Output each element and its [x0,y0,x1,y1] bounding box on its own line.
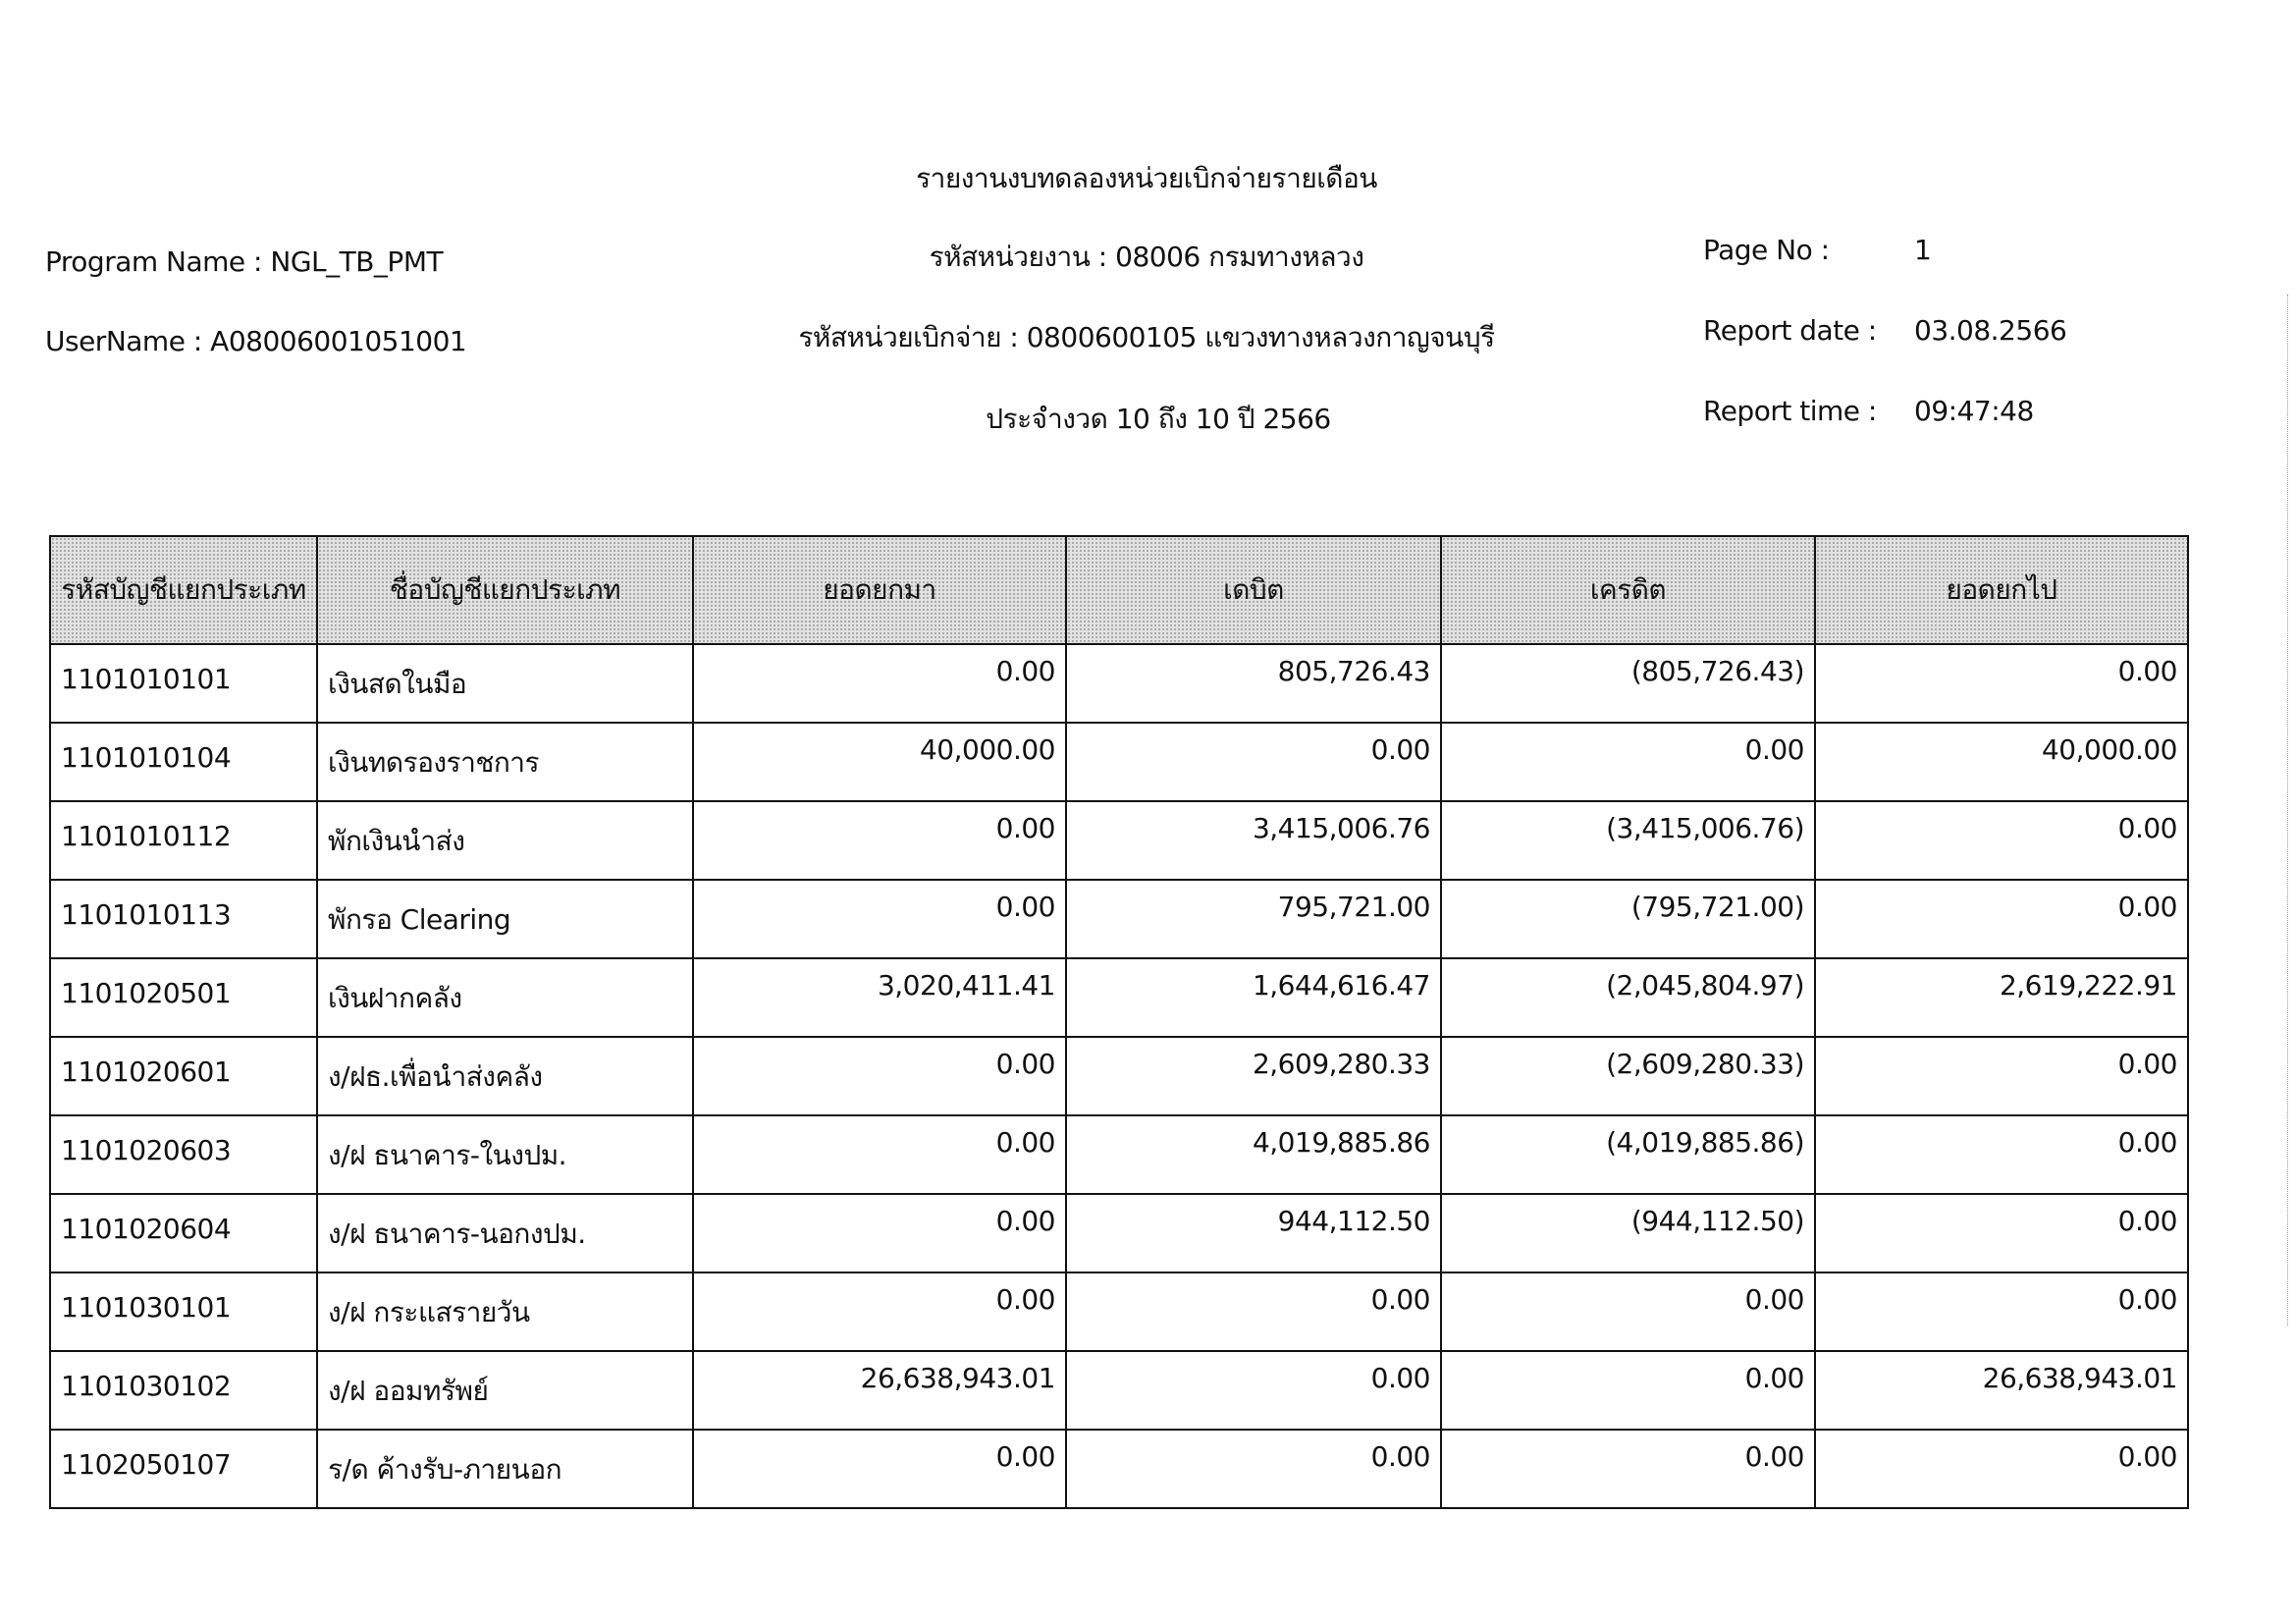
cell-closing-balance: 0.00 [1814,879,2189,959]
cell-closing-balance: 0.00 [1814,1036,2189,1116]
user-name: UserName : A08006001051001 [45,325,467,357]
cell-opening-balance: 3,020,411.41 [692,957,1067,1038]
column-header-debit: เดบิต [1065,535,1442,645]
cell-account-code: 1101010113 [49,879,318,959]
table-row: 1101020604 ง/ฝ ธนาคาร-นอกงปม. 0.00 944,112.… [49,1193,2189,1273]
table-row: 1101010101 เงินสดในมือ 0.00 805,726.43 (805,… [49,643,2189,724]
cell-account-name: เงินสดในมือ [316,643,694,724]
cell-debit: 0.00 [1065,1350,1442,1431]
trial-balance-table: รหัสบัญชีแยกประเภท ชื่อบัญชีแยกประเภท ยอดย… [49,535,2189,1509]
page-no: 1 [1914,234,1932,266]
cell-account-code: 1101020501 [49,957,318,1038]
cell-closing-balance: 0.00 [1814,643,2189,724]
table-row: 1101010112 พักเงินนำส่ง 0.00 3,415,006.76 (3… [49,800,2189,881]
cell-credit: 0.00 [1440,1429,1816,1509]
cell-opening-balance: 0.00 [692,1193,1067,1273]
cell-account-name: ง/ฝ ธนาคาร-นอกงปม. [316,1193,694,1273]
report-date-label: Report date : [1703,314,1877,347]
cell-debit: 4,019,885.86 [1065,1114,1442,1195]
disbursing-unit-code: รหัสหน่วยเบิกจ่าย : 0800600105 แขวงทางหล… [798,321,1495,353]
cell-account-name: ร/ด ค้างรับ-ภายนอก [316,1429,694,1509]
cell-credit: (2,045,804.97) [1440,957,1816,1038]
column-header-opening-balance: ยอดยกมา [692,535,1067,645]
cell-credit: (805,726.43) [1440,643,1816,724]
cell-credit: (4,019,885.86) [1440,1114,1816,1195]
cell-opening-balance: 0.00 [692,879,1067,959]
cell-opening-balance: 0.00 [692,643,1067,724]
cell-debit: 1,644,616.47 [1065,957,1442,1038]
program-name: Program Name : NGL_TB_PMT [45,245,444,278]
table-row: 1101020501 เงินฝากคลัง 3,020,411.41 1,644,6… [49,957,2189,1038]
table-row: 1101030102 ง/ฝ ออมทรัพย์ 26,638,943.01 0.00… [49,1350,2189,1431]
cell-closing-balance: 0.00 [1814,1429,2189,1509]
cell-account-code: 1101010101 [49,643,318,724]
report-time-label: Report time : [1703,395,1877,427]
report-period: ประจำงวด 10 ถึง 10 ปี 2566 [986,403,1331,435]
cell-account-name: เงินทดรองราชการ [316,722,694,802]
cell-credit: 0.00 [1440,1272,1816,1352]
cell-account-code: 1101010112 [49,800,318,881]
table-header-row: รหัสบัญชีแยกประเภท ชื่อบัญชีแยกประเภท ยอดย… [49,535,2189,645]
cell-account-name: ง/ฝ กระแสรายวัน [316,1272,694,1352]
table-row: 1101020601 ง/ฝธ.เพื่อนำส่งคลัง 0.00 2,609,2… [49,1036,2189,1116]
cell-opening-balance: 0.00 [692,1272,1067,1352]
report-time: 09:47:48 [1914,395,2034,427]
cell-account-code: 1101030102 [49,1350,318,1431]
cell-opening-balance: 40,000.00 [692,722,1067,802]
page-no-label: Page No : [1703,234,1830,266]
cell-debit: 2,609,280.33 [1065,1036,1442,1116]
cell-credit: (2,609,280.33) [1440,1036,1816,1116]
table-row: 1102050107 ร/ด ค้างรับ-ภายนอก 0.00 0.00 0.00… [49,1429,2189,1509]
cell-account-code: 1102050107 [49,1429,318,1509]
cell-opening-balance: 0.00 [692,800,1067,881]
cell-debit: 944,112.50 [1065,1193,1442,1273]
cell-credit: (3,415,006.76) [1440,800,1816,881]
cell-debit: 3,415,006.76 [1065,800,1442,881]
column-header-closing-balance: ยอดยกไป [1814,535,2189,645]
cell-account-code: 1101020603 [49,1114,318,1195]
column-header-account-name: ชื่อบัญชีแยกประเภท [316,535,694,645]
cell-account-code: 1101030101 [49,1272,318,1352]
cell-closing-balance: 40,000.00 [1814,722,2189,802]
cell-account-code: 1101020604 [49,1193,318,1273]
cell-account-name: เงินฝากคลัง [316,957,694,1038]
cell-closing-balance: 2,619,222.91 [1814,957,2189,1038]
cell-closing-balance: 0.00 [1814,1114,2189,1195]
cell-debit: 0.00 [1065,1429,1442,1509]
cell-account-name: ง/ฝ ออมทรัพย์ [316,1350,694,1431]
agency-code: รหัสหน่วยงาน : 08006 กรมทางหลวง [929,241,1364,273]
cell-account-code: 1101010104 [49,722,318,802]
table-row: 1101010113 พักรอ Clearing 0.00 795,721.00 (7… [49,879,2189,959]
cell-opening-balance: 0.00 [692,1114,1067,1195]
cell-account-name: ง/ฝธ.เพื่อนำส่งคลัง [316,1036,694,1116]
scan-edge [2287,295,2288,1326]
cell-opening-balance: 26,638,943.01 [692,1350,1067,1431]
cell-credit: (944,112.50) [1440,1193,1816,1273]
cell-debit: 0.00 [1065,722,1442,802]
cell-opening-balance: 0.00 [692,1429,1067,1509]
table-row: 1101030101 ง/ฝ กระแสรายวัน 0.00 0.00 0.00 0.0… [49,1272,2189,1352]
column-header-credit: เครดิต [1440,535,1816,645]
cell-debit: 0.00 [1065,1272,1442,1352]
cell-debit: 805,726.43 [1065,643,1442,724]
cell-closing-balance: 26,638,943.01 [1814,1350,2189,1431]
cell-debit: 795,721.00 [1065,879,1442,959]
cell-account-name: พักรอ Clearing [316,879,694,959]
cell-credit: (795,721.00) [1440,879,1816,959]
cell-credit: 0.00 [1440,1350,1816,1431]
cell-account-code: 1101020601 [49,1036,318,1116]
table-row: 1101020603 ง/ฝ ธนาคาร-ในงปม. 0.00 4,019,885… [49,1114,2189,1195]
cell-closing-balance: 0.00 [1814,1193,2189,1273]
report-date: 03.08.2566 [1914,314,2067,347]
report-title: รายงานงบทดลองหน่วยเบิกจ่ายรายเดือน [916,162,1377,194]
cell-opening-balance: 0.00 [692,1036,1067,1116]
cell-account-name: พักเงินนำส่ง [316,800,694,881]
cell-closing-balance: 0.00 [1814,1272,2189,1352]
column-header-account-code: รหัสบัญชีแยกประเภท [49,535,318,645]
cell-closing-balance: 0.00 [1814,800,2189,881]
table-row: 1101010104 เงินทดรองราชการ 40,000.00 0.00 0.… [49,722,2189,802]
cell-account-name: ง/ฝ ธนาคาร-ในงปม. [316,1114,694,1195]
cell-credit: 0.00 [1440,722,1816,802]
